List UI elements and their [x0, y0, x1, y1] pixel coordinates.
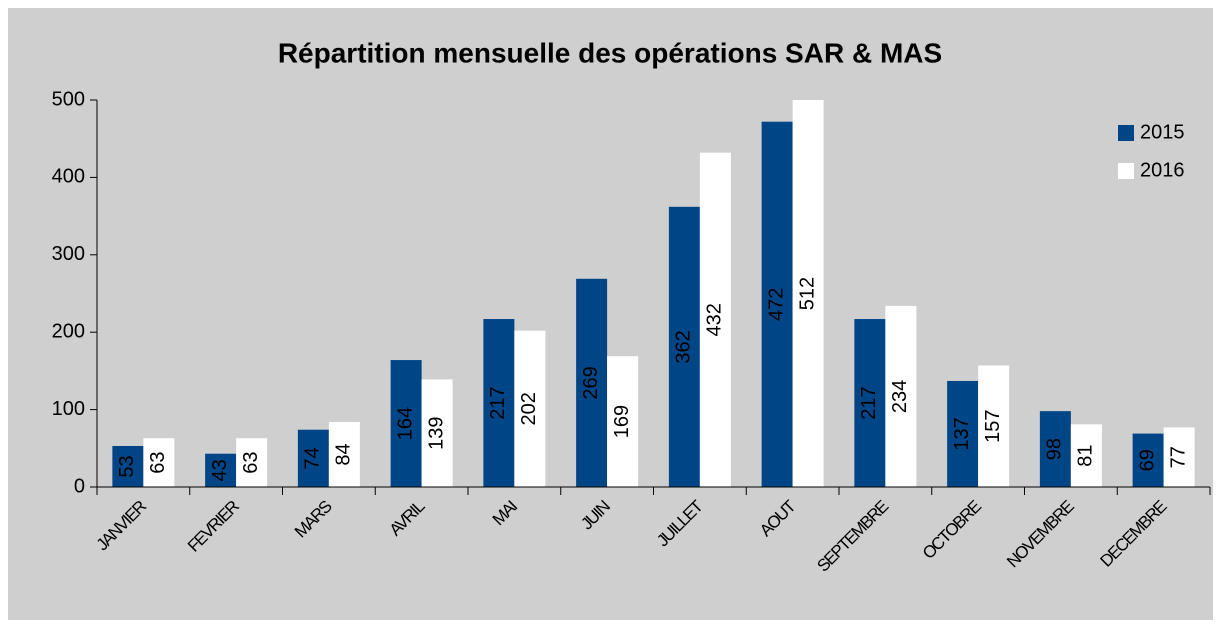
y-tick-label: 100 [52, 398, 85, 420]
data-label: 217 [487, 386, 509, 419]
data-label: 77 [1167, 446, 1189, 468]
bar [328, 421, 360, 487]
data-label: 74 [302, 447, 324, 469]
legend-label: 2016 [1140, 159, 1185, 181]
bar [143, 438, 175, 487]
bar [576, 278, 608, 487]
y-tick-label: 300 [52, 243, 85, 265]
bar [978, 365, 1010, 487]
data-label: 139 [425, 417, 447, 450]
y-tick-label: 0 [74, 475, 85, 497]
bar [668, 206, 700, 487]
chart-title: Répartition mensuelle des opérations SAR… [278, 37, 942, 68]
data-label: 512 [796, 277, 818, 310]
data-label: 63 [240, 451, 262, 473]
bar [699, 152, 731, 487]
bar [1039, 411, 1071, 487]
data-label: 164 [394, 407, 416, 440]
data-label: 157 [982, 410, 1004, 443]
data-label: 84 [333, 443, 355, 465]
chart-background [8, 8, 1213, 620]
bar [761, 121, 793, 487]
y-tick-label: 200 [52, 320, 85, 342]
data-label: 217 [858, 386, 880, 419]
plot-area [112, 100, 1195, 487]
bar [205, 453, 237, 487]
bar [297, 429, 329, 487]
data-label: 81 [1075, 445, 1097, 467]
data-label: 432 [704, 303, 726, 336]
bar [1070, 424, 1102, 487]
bar [112, 445, 144, 487]
bar [792, 100, 824, 487]
data-label: 234 [889, 380, 911, 413]
data-label: 472 [765, 288, 787, 321]
bar [514, 330, 546, 487]
bar [885, 305, 917, 487]
bar [483, 319, 515, 487]
legend-label: 2015 [1140, 121, 1185, 143]
data-label: 43 [209, 459, 231, 481]
y-tick-label: 500 [52, 88, 85, 110]
data-label: 69 [1136, 449, 1158, 471]
data-label: 63 [147, 451, 169, 473]
data-label: 53 [116, 455, 138, 477]
bar [421, 379, 453, 487]
bar [236, 438, 268, 487]
data-label: 362 [673, 330, 695, 363]
legend-swatch [1118, 163, 1134, 179]
y-tick-label: 400 [52, 166, 85, 188]
data-label: 202 [518, 392, 540, 425]
bar [947, 380, 979, 487]
data-label: 137 [951, 417, 973, 450]
bar [390, 360, 422, 487]
data-label: 169 [611, 405, 633, 438]
bar [1132, 433, 1164, 487]
data-label: 269 [580, 366, 602, 399]
bar [854, 319, 886, 487]
bar [607, 356, 639, 487]
legend-swatch [1118, 125, 1134, 141]
bar [1163, 427, 1195, 487]
data-label: 98 [1044, 438, 1066, 460]
